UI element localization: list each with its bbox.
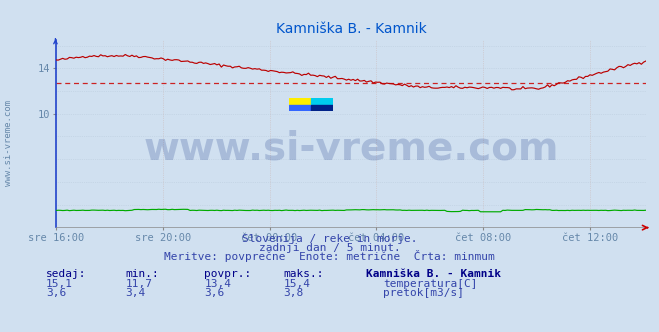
Bar	[311, 105, 333, 111]
Text: 15,4: 15,4	[283, 279, 310, 289]
Bar	[311, 98, 333, 105]
Bar	[289, 98, 311, 105]
Text: Meritve: povprečne  Enote: metrične  Črta: minmum: Meritve: povprečne Enote: metrične Črta:…	[164, 250, 495, 262]
Text: www.si-vreme.com: www.si-vreme.com	[143, 129, 559, 168]
Text: min.:: min.:	[125, 269, 159, 279]
Text: Kamniška B. - Kamnik: Kamniška B. - Kamnik	[366, 269, 501, 279]
Text: temperatura[C]: temperatura[C]	[383, 279, 477, 289]
Text: povpr.:: povpr.:	[204, 269, 252, 279]
Text: www.si-vreme.com: www.si-vreme.com	[4, 100, 13, 186]
Text: 3,4: 3,4	[125, 288, 146, 298]
Text: 11,7: 11,7	[125, 279, 152, 289]
Text: pretok[m3/s]: pretok[m3/s]	[383, 288, 464, 298]
Text: 3,6: 3,6	[204, 288, 225, 298]
Text: 15,1: 15,1	[46, 279, 73, 289]
Text: sedaj:: sedaj:	[46, 269, 86, 279]
Text: Slovenija / reke in morje.: Slovenija / reke in morje.	[242, 234, 417, 244]
Text: maks.:: maks.:	[283, 269, 324, 279]
Text: 3,6: 3,6	[46, 288, 67, 298]
Text: zadnji dan / 5 minut.: zadnji dan / 5 minut.	[258, 243, 401, 253]
Text: 13,4: 13,4	[204, 279, 231, 289]
Bar	[289, 105, 311, 111]
Title: Kamniška B. - Kamnik: Kamniška B. - Kamnik	[275, 22, 426, 36]
Text: 3,8: 3,8	[283, 288, 304, 298]
